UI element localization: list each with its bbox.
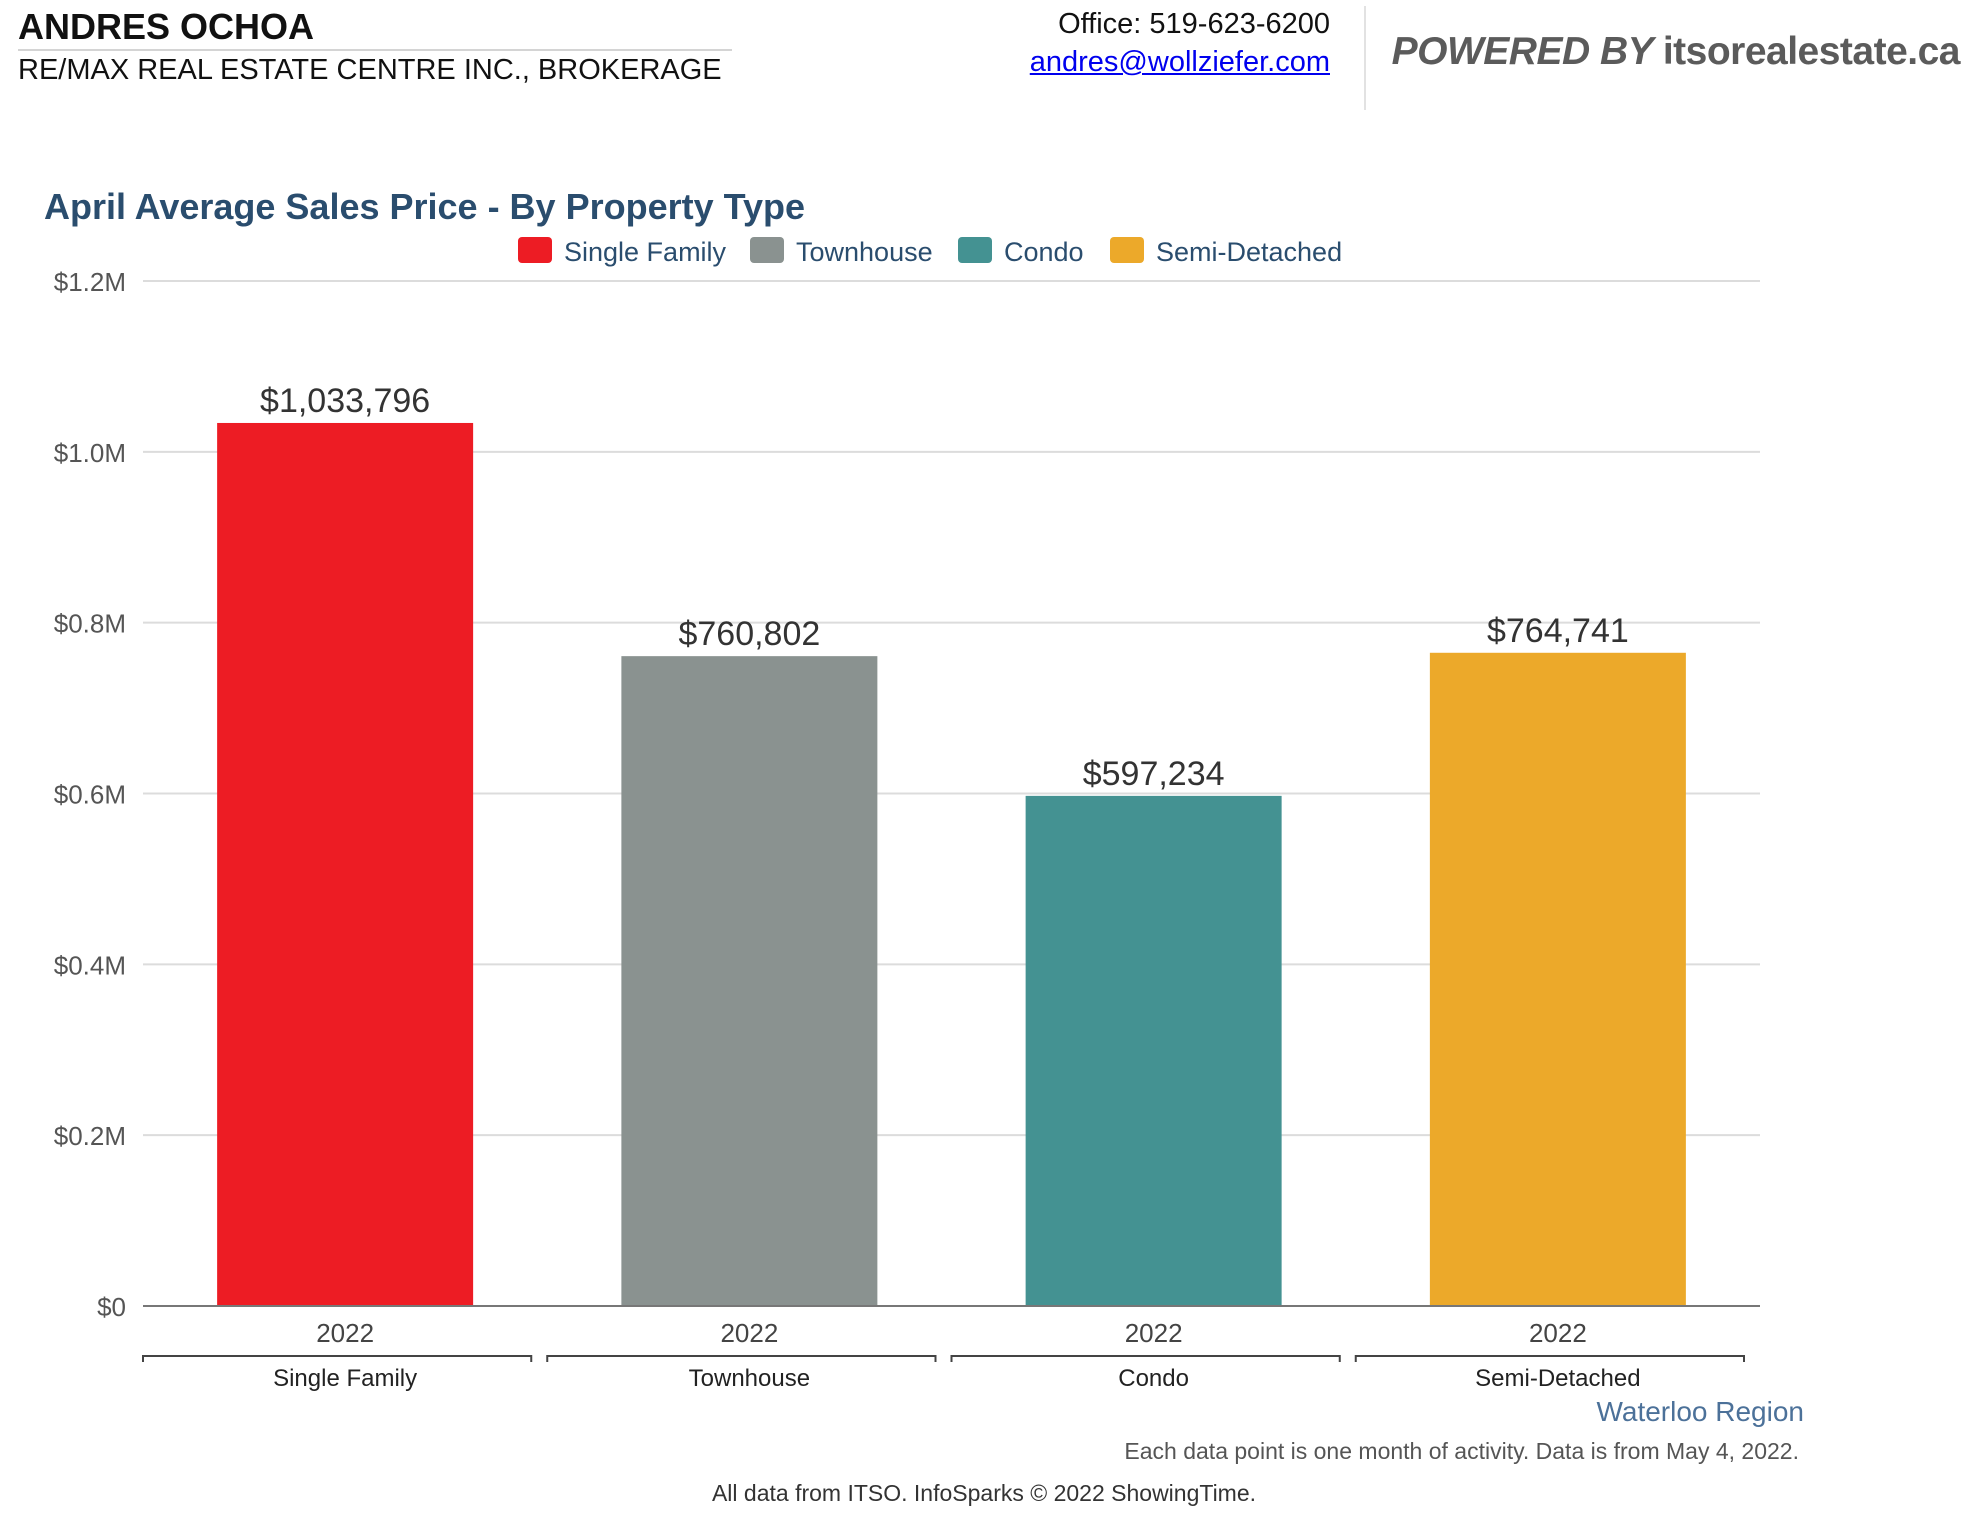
region-label: Waterloo Region xyxy=(1596,1396,1804,1427)
y-tick-label: $1.0M xyxy=(54,438,126,468)
x-tick-label: 2022 xyxy=(1529,1318,1587,1348)
powered-by-site: itsorealestate.ca xyxy=(1662,30,1961,73)
y-tick-label: $0.6M xyxy=(54,780,126,810)
category-label: Single Family xyxy=(273,1365,417,1392)
legend-swatch xyxy=(958,237,992,263)
powered-by-logo: POWERED BY itsorealestate.ca xyxy=(1391,30,1961,74)
bar xyxy=(1025,795,1282,1306)
y-tick-label: $0.8M xyxy=(54,609,126,639)
agent-name: ANDRES OCHOA xyxy=(18,6,315,47)
legend-label: Single Family xyxy=(564,237,727,267)
legend-swatch xyxy=(750,237,784,263)
bar xyxy=(621,656,878,1306)
y-tick-label: $0.4M xyxy=(54,950,126,980)
legend-label: Semi-Detached xyxy=(1156,237,1342,267)
data-label: $1,033,796 xyxy=(260,382,430,420)
email-link[interactable]: andres@wollziefer.com xyxy=(1029,46,1330,78)
x-tick-label: 2022 xyxy=(316,1318,374,1348)
bar xyxy=(1429,652,1686,1306)
category-bracket xyxy=(546,1355,937,1362)
category-label: Townhouse xyxy=(689,1365,810,1392)
legend-swatch xyxy=(1110,237,1144,263)
y-tick-label: $1.2M xyxy=(54,267,126,297)
office-phone: Office: 519-623-6200 xyxy=(1058,8,1330,40)
data-label: $760,802 xyxy=(678,615,820,653)
bar xyxy=(217,422,474,1306)
header-divider xyxy=(18,49,732,51)
x-tick-label: 2022 xyxy=(1125,1318,1183,1348)
y-tick-label: $0 xyxy=(97,1292,126,1322)
credits: All data from ITSO. InfoSparks © 2022 Sh… xyxy=(711,1480,1257,1506)
y-tick-label: $0.2M xyxy=(54,1121,126,1151)
header-vertical-divider xyxy=(1364,6,1366,110)
legend-label: Condo xyxy=(1004,237,1084,267)
category-label: Condo xyxy=(1118,1365,1189,1392)
powered-by-text: POWERED BY xyxy=(1391,30,1653,73)
legend-swatch xyxy=(518,237,552,263)
brokerage-name: RE/MAX REAL ESTATE CENTRE INC., BROKERAG… xyxy=(18,54,722,86)
category-bracket xyxy=(1354,1355,1745,1362)
category-bracket xyxy=(950,1355,1341,1362)
data-label: $597,234 xyxy=(1083,755,1225,793)
chart-title: April Average Sales Price - By Property … xyxy=(44,186,805,227)
category-bracket xyxy=(142,1355,533,1362)
data-label: $764,741 xyxy=(1487,612,1629,650)
x-tick-label: 2022 xyxy=(720,1318,778,1348)
legend-label: Townhouse xyxy=(796,237,933,267)
data-note: Each data point is one month of activity… xyxy=(1124,1438,1799,1464)
category-label: Semi-Detached xyxy=(1475,1365,1640,1392)
